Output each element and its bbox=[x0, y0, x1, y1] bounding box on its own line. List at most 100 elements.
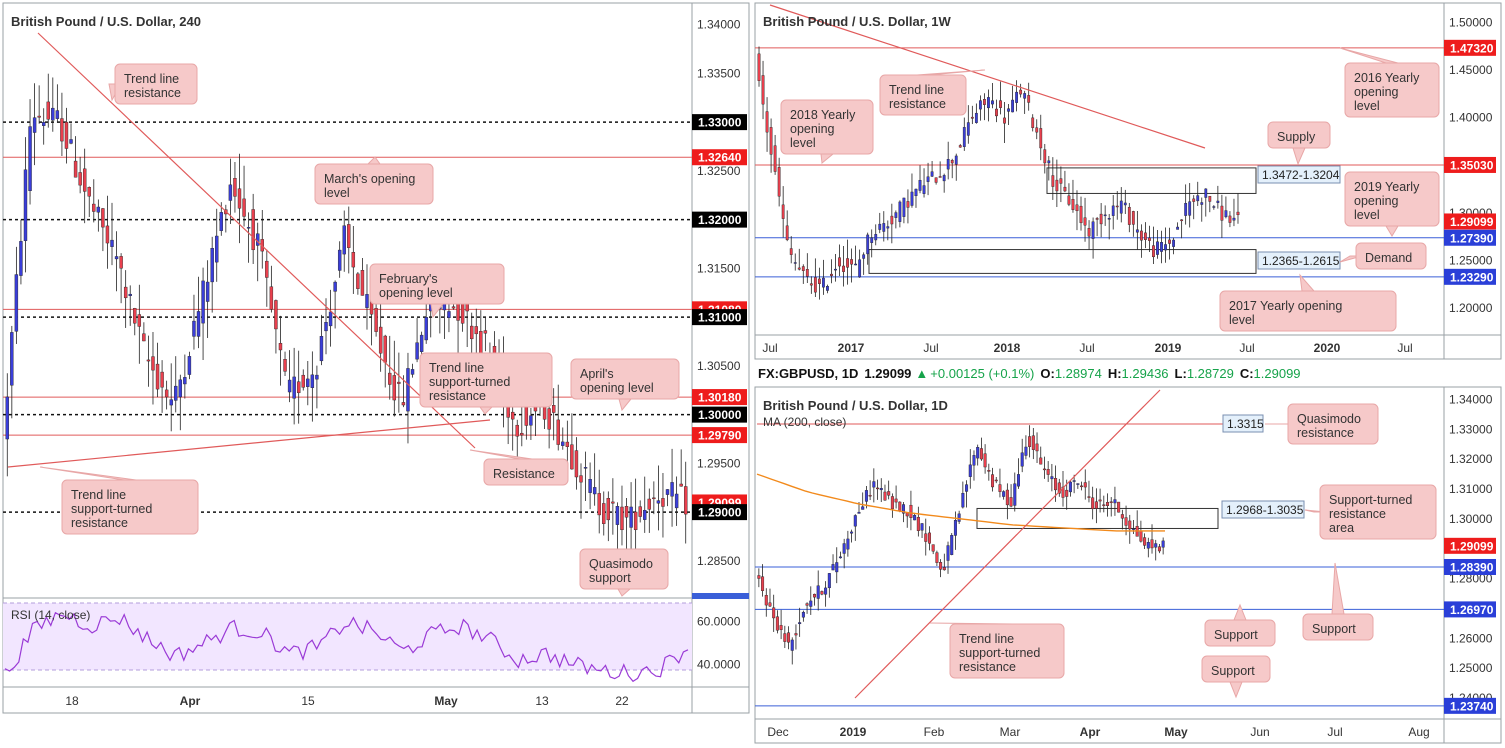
panel-daily-title: British Pound / U.S. Dollar, 1D bbox=[763, 398, 948, 413]
date-tick-label: 13 bbox=[535, 694, 549, 708]
price-tag-label: 1.29099 bbox=[1450, 539, 1494, 553]
quote-low: 1.28729 bbox=[1187, 366, 1234, 381]
note-text: resistance bbox=[71, 516, 128, 530]
price-tag-label: 1.32000 bbox=[698, 213, 742, 227]
candle-body bbox=[447, 311, 451, 318]
price-tick-label: 1.30500 bbox=[697, 359, 741, 373]
date-tick-label: 22 bbox=[615, 694, 629, 708]
candle-body bbox=[1046, 468, 1050, 475]
candle-body bbox=[902, 197, 906, 217]
candle-body bbox=[772, 607, 776, 619]
candle-body bbox=[773, 145, 777, 172]
price-tag bbox=[1444, 213, 1496, 230]
price-tick-label: 1.25000 bbox=[1449, 661, 1493, 675]
candle-body bbox=[419, 334, 424, 352]
candle-body bbox=[674, 493, 679, 509]
note-box bbox=[1302, 613, 1374, 641]
note-text: Support bbox=[1214, 628, 1258, 642]
candle-body bbox=[1161, 540, 1165, 548]
candle-body bbox=[834, 268, 837, 271]
candle-body bbox=[853, 515, 857, 527]
candle-body bbox=[42, 122, 46, 126]
candle-body bbox=[909, 504, 913, 518]
candle-body bbox=[397, 381, 401, 384]
candle-body bbox=[105, 225, 110, 244]
candle-body bbox=[846, 258, 849, 268]
candle-body bbox=[652, 497, 656, 500]
candle-body bbox=[1200, 202, 1204, 205]
candle-body bbox=[606, 498, 611, 521]
candle-body bbox=[415, 342, 419, 360]
note-text: Quasimodo bbox=[589, 557, 653, 571]
date-tick-label: Mar bbox=[1000, 725, 1021, 739]
note-text: 2017 Yearly opening bbox=[1229, 299, 1342, 313]
candle-body bbox=[620, 506, 624, 531]
candle-body bbox=[328, 311, 333, 327]
candle-body bbox=[242, 198, 246, 217]
candle-body bbox=[793, 262, 797, 264]
candle-body bbox=[757, 575, 761, 579]
candle-body bbox=[265, 260, 269, 278]
candle-body bbox=[790, 639, 794, 651]
candle-body bbox=[785, 225, 789, 241]
candle-body bbox=[470, 325, 474, 340]
candle-body bbox=[842, 543, 846, 554]
candle-body bbox=[931, 544, 935, 552]
candle-body bbox=[858, 259, 862, 278]
candle-body bbox=[251, 209, 255, 251]
note-text: Trend line bbox=[71, 488, 126, 502]
candle-body bbox=[805, 269, 809, 277]
candle-body bbox=[817, 278, 821, 284]
candle-body bbox=[633, 511, 638, 531]
date-tick-label: Jul bbox=[1327, 725, 1342, 739]
candle-body bbox=[1065, 489, 1069, 497]
candle-body bbox=[1099, 213, 1103, 225]
panel-daily-frame bbox=[754, 386, 1502, 744]
candle-body bbox=[942, 175, 946, 182]
candle-body bbox=[890, 496, 894, 510]
candle-body bbox=[898, 501, 902, 512]
candle-body bbox=[1028, 436, 1032, 447]
candle-body bbox=[60, 118, 64, 142]
candle-body bbox=[201, 280, 205, 324]
note-text: resistance bbox=[1329, 507, 1386, 521]
candle-body bbox=[1157, 546, 1161, 552]
candle-body bbox=[1172, 239, 1175, 247]
candle-body bbox=[479, 331, 483, 354]
note-text: level bbox=[1354, 99, 1380, 113]
price-tag bbox=[1444, 537, 1496, 554]
candle-body bbox=[1180, 219, 1184, 222]
candle-body bbox=[515, 424, 519, 437]
note-text: Support-turned bbox=[1329, 493, 1412, 507]
candle-body bbox=[319, 336, 324, 362]
price-tag bbox=[692, 389, 747, 406]
note-text: level bbox=[1354, 208, 1380, 222]
zone-box bbox=[1046, 167, 1257, 194]
candle-body bbox=[870, 237, 874, 243]
candle-body bbox=[958, 145, 962, 148]
date-tick-label: Jul bbox=[923, 341, 938, 355]
candle-body bbox=[246, 227, 251, 229]
candle-body bbox=[1011, 99, 1014, 113]
up-triangle-icon: ▲ bbox=[915, 366, 928, 381]
candle-body bbox=[1083, 217, 1087, 226]
candle-body bbox=[374, 308, 378, 332]
price-tag bbox=[692, 114, 747, 131]
candle-body bbox=[64, 121, 69, 149]
candle-body bbox=[1015, 91, 1019, 103]
date-tick-label: 15 bbox=[301, 694, 315, 708]
candle-body bbox=[1111, 205, 1115, 216]
candle-body bbox=[1091, 221, 1095, 239]
note-box bbox=[483, 458, 569, 486]
date-tick-label: Feb bbox=[924, 725, 945, 739]
zone-label-box bbox=[1222, 414, 1264, 433]
candle-body bbox=[1236, 211, 1240, 216]
candle-body bbox=[14, 274, 19, 332]
candle-body bbox=[962, 127, 966, 147]
price-tick-label: 1.45000 bbox=[1449, 63, 1493, 77]
candle-body bbox=[1005, 489, 1009, 506]
candle-body bbox=[998, 484, 1002, 492]
candle-body bbox=[1076, 483, 1080, 485]
date-tick-label: Jul bbox=[1397, 341, 1412, 355]
candle-body bbox=[1139, 531, 1143, 542]
